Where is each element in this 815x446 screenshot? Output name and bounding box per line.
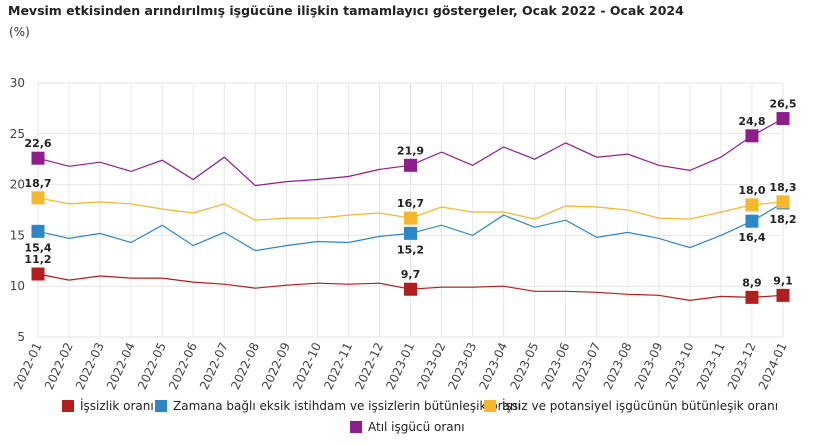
data-label: 18,2 bbox=[769, 213, 796, 226]
data-label: 15,4 bbox=[24, 241, 51, 254]
data-point-marker bbox=[745, 198, 759, 212]
data-label: 18,3 bbox=[769, 181, 796, 194]
x-tick-label: 2023-02 bbox=[414, 340, 448, 391]
x-tick-label: 2023-05 bbox=[508, 340, 542, 391]
x-tick-label: 2023-07 bbox=[570, 340, 604, 391]
data-label: 9,1 bbox=[773, 274, 793, 287]
x-tick-label: 2022-06 bbox=[166, 340, 200, 391]
x-tick-label: 2024-01 bbox=[756, 340, 790, 391]
chart-title: Mevsim etkisinden arındırılmış işgücüne … bbox=[8, 3, 684, 18]
data-label: 26,5 bbox=[769, 98, 796, 111]
x-tick-label: 2023-09 bbox=[632, 340, 666, 391]
x-tick-label: 2023-03 bbox=[445, 340, 479, 391]
legend-swatch bbox=[155, 400, 167, 412]
x-tick-label: 2022-07 bbox=[197, 340, 231, 391]
x-tick-label: 2022-10 bbox=[290, 340, 324, 391]
legend-item-potential-labour[interactable]: İşsiz ve potansiyel işgücünün bütünleşik… bbox=[484, 399, 778, 413]
data-point-marker bbox=[776, 288, 790, 302]
data-point-marker bbox=[776, 112, 790, 126]
legend-label: Zamana bağlı eksik istihdam ve işsizleri… bbox=[173, 399, 521, 413]
data-point-marker bbox=[31, 267, 45, 281]
x-tick-label: 2023-06 bbox=[539, 340, 573, 391]
legend-label: İşsiz ve potansiyel işgücünün bütünleşik… bbox=[502, 399, 779, 413]
data-label: 18,0 bbox=[738, 184, 765, 197]
x-tick-label: 2023-08 bbox=[601, 340, 635, 391]
data-label: 16,7 bbox=[397, 197, 424, 210]
data-point-marker bbox=[776, 195, 790, 209]
x-tick-label: 2023-11 bbox=[694, 340, 728, 391]
data-label: 18,7 bbox=[24, 177, 51, 190]
x-tick-label: 2022-04 bbox=[104, 340, 138, 391]
data-label: 22,6 bbox=[24, 137, 51, 150]
data-point-marker bbox=[404, 158, 417, 172]
x-tick-label: 2023-10 bbox=[663, 340, 697, 391]
x-tick-label: 2023-12 bbox=[725, 340, 759, 391]
data-label: 8,9 bbox=[742, 276, 762, 289]
y-tick-label: 10 bbox=[10, 279, 25, 293]
legend-label: İşsizlik oranı bbox=[80, 399, 154, 413]
x-tick-label: 2022-01 bbox=[11, 340, 45, 391]
x-tick-label: 2022-02 bbox=[42, 340, 76, 391]
unit-label: (%) bbox=[9, 25, 30, 39]
legend-label: Atıl işgücü oranı bbox=[368, 420, 465, 434]
data-label: 9,7 bbox=[401, 268, 421, 281]
data-label: 15,2 bbox=[397, 243, 424, 256]
x-tick-label: 2022-09 bbox=[259, 340, 293, 391]
legend-swatch bbox=[62, 400, 74, 412]
data-label: 24,8 bbox=[738, 115, 765, 128]
y-tick-label: 5 bbox=[17, 330, 25, 344]
data-point-marker bbox=[745, 214, 759, 228]
data-point-marker bbox=[745, 129, 759, 143]
data-point-marker bbox=[404, 226, 417, 240]
x-tick-label: 2022-08 bbox=[228, 340, 262, 391]
data-point-marker bbox=[31, 191, 45, 205]
x-tick-label: 2022-11 bbox=[321, 340, 355, 391]
y-tick-label: 30 bbox=[10, 76, 25, 90]
y-tick-label: 20 bbox=[10, 178, 25, 192]
legend-swatch bbox=[484, 400, 496, 412]
y-tick-label: 25 bbox=[10, 127, 25, 141]
x-tick-label: 2022-03 bbox=[73, 340, 107, 391]
legend-item-unemployment[interactable]: İşsizlik oranı bbox=[62, 399, 154, 413]
data-label: 21,9 bbox=[397, 144, 424, 157]
x-tick-label: 2023-01 bbox=[383, 340, 417, 391]
data-label: 16,4 bbox=[738, 231, 765, 244]
data-point-marker bbox=[404, 211, 417, 225]
data-point-marker bbox=[745, 290, 759, 304]
data-point-marker bbox=[404, 282, 417, 296]
data-point-marker bbox=[31, 224, 45, 238]
x-tick-label: 2023-04 bbox=[476, 340, 510, 391]
x-tick-label: 2022-12 bbox=[352, 340, 386, 391]
data-point-marker bbox=[31, 151, 45, 165]
legend-item-slack[interactable]: Atıl işgücü oranı bbox=[350, 420, 465, 434]
y-tick-label: 15 bbox=[10, 228, 25, 242]
x-tick-label: 2022-05 bbox=[135, 340, 169, 391]
legend-swatch bbox=[350, 421, 362, 433]
legend-item-underemployment[interactable]: Zamana bağlı eksik istihdam ve işsizleri… bbox=[155, 399, 521, 413]
data-label: 11,2 bbox=[24, 253, 51, 266]
